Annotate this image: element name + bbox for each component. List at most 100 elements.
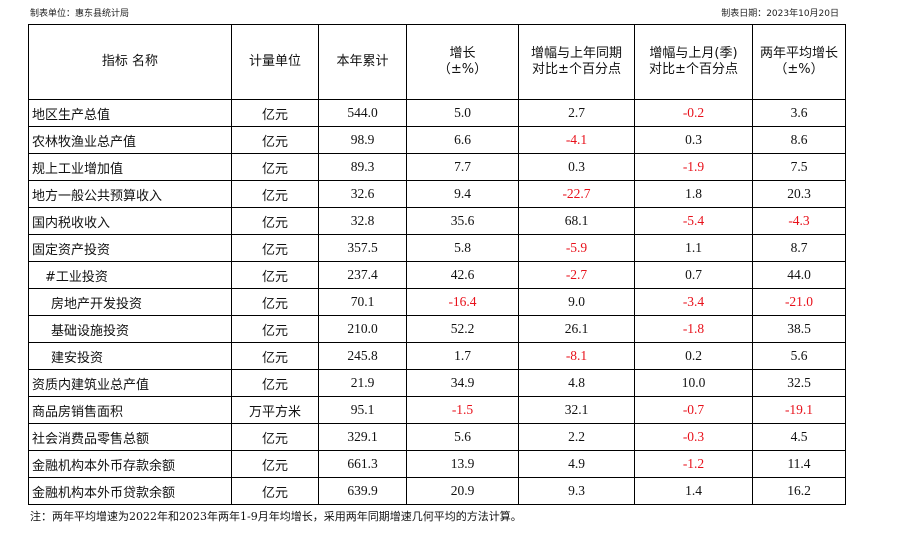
row-mom-change: -0.3 bbox=[634, 423, 753, 451]
row-unit: 亿元 bbox=[231, 207, 319, 235]
row-yoy-change: -22.7 bbox=[518, 180, 635, 208]
table-row: 固定资产投资 亿元 357.5 5.8 -5.9 1.1 8.7 bbox=[28, 234, 846, 262]
row-indicator-name: 农林牧渔业总产值 bbox=[28, 126, 232, 154]
row-two-year-avg: 4.5 bbox=[752, 423, 846, 451]
row-growth: 7.7 bbox=[406, 153, 519, 181]
row-mom-change: -1.9 bbox=[634, 153, 753, 181]
table-row: 农林牧渔业总产值 亿元 98.9 6.6 -4.1 0.3 8.6 bbox=[28, 126, 846, 154]
row-two-year-avg: 3.6 bbox=[752, 99, 846, 127]
row-two-year-avg: -4.3 bbox=[752, 207, 846, 235]
row-growth: 34.9 bbox=[406, 369, 519, 397]
row-growth: 1.7 bbox=[406, 342, 519, 370]
row-yoy-change: 9.0 bbox=[518, 288, 635, 316]
table-row: 地区生产总值 亿元 544.0 5.0 2.7 -0.2 3.6 bbox=[28, 99, 846, 127]
row-mom-change: 0.2 bbox=[634, 342, 753, 370]
row-unit: 亿元 bbox=[231, 423, 319, 451]
row-mom-change: -3.4 bbox=[634, 288, 753, 316]
row-ytd-value: 32.6 bbox=[318, 180, 407, 208]
row-mom-change: 1.8 bbox=[634, 180, 753, 208]
col-header-indicator: 指标 名称 bbox=[28, 24, 232, 100]
col-header-ytd: 本年累计 bbox=[318, 24, 407, 100]
row-yoy-change: 2.2 bbox=[518, 423, 635, 451]
row-unit: 亿元 bbox=[231, 180, 319, 208]
row-two-year-avg: 8.7 bbox=[752, 234, 846, 262]
col-header-mom-change: 增幅与上月(季) 对比±个百分点 bbox=[634, 24, 753, 100]
row-ytd-value: 329.1 bbox=[318, 423, 407, 451]
row-unit: 亿元 bbox=[231, 126, 319, 154]
row-growth: 20.9 bbox=[406, 477, 519, 505]
row-unit: 亿元 bbox=[231, 315, 319, 343]
row-unit: 亿元 bbox=[231, 234, 319, 262]
table-row: 建安投资 亿元 245.8 1.7 -8.1 0.2 5.6 bbox=[28, 342, 846, 370]
row-ytd-value: 32.8 bbox=[318, 207, 407, 235]
row-two-year-avg: 44.0 bbox=[752, 261, 846, 289]
table-row: 商品房销售面积 万平方米 95.1 -1.5 32.1 -0.7 -19.1 bbox=[28, 396, 846, 424]
statistics-table: 指标 名称 计量单位 本年累计 增长 （±%） 增幅与上年同期 对比±个百分点 增幅… bbox=[28, 24, 846, 505]
row-unit: 亿元 bbox=[231, 261, 319, 289]
report-header: 制表单位：惠东县统计局 制表日期：2023年10月20日 bbox=[30, 6, 839, 20]
row-yoy-change: 0.3 bbox=[518, 153, 635, 181]
row-growth: 5.8 bbox=[406, 234, 519, 262]
row-two-year-avg: 32.5 bbox=[752, 369, 846, 397]
row-mom-change: 1.4 bbox=[634, 477, 753, 505]
row-growth: -16.4 bbox=[406, 288, 519, 316]
row-unit: 亿元 bbox=[231, 99, 319, 127]
table-row: 房地产开发投资 亿元 70.1 -16.4 9.0 -3.4 -21.0 bbox=[28, 288, 846, 316]
row-two-year-avg: 20.3 bbox=[752, 180, 846, 208]
row-mom-change: -1.2 bbox=[634, 450, 753, 478]
row-ytd-value: 98.9 bbox=[318, 126, 407, 154]
table-header-row: 指标 名称 计量单位 本年累计 增长 （±%） 增幅与上年同期 对比±个百分点 增幅… bbox=[28, 24, 846, 100]
row-indicator-name: 金融机构本外币存款余额 bbox=[28, 450, 232, 478]
row-growth: 5.0 bbox=[406, 99, 519, 127]
row-unit: 亿元 bbox=[231, 477, 319, 505]
row-mom-change: -5.4 bbox=[634, 207, 753, 235]
row-ytd-value: 357.5 bbox=[318, 234, 407, 262]
row-indicator-name: 金融机构本外币贷款余额 bbox=[28, 477, 232, 505]
row-unit: 亿元 bbox=[231, 153, 319, 181]
table-row: 金融机构本外币存款余额 亿元 661.3 13.9 4.9 -1.2 11.4 bbox=[28, 450, 846, 478]
row-ytd-value: 70.1 bbox=[318, 288, 407, 316]
row-mom-change: 0.3 bbox=[634, 126, 753, 154]
row-ytd-value: 89.3 bbox=[318, 153, 407, 181]
row-two-year-avg: 11.4 bbox=[752, 450, 846, 478]
row-yoy-change: -5.9 bbox=[518, 234, 635, 262]
row-indicator-name: 建安投资 bbox=[28, 342, 232, 370]
col-header-yoy-change: 增幅与上年同期 对比±个百分点 bbox=[518, 24, 635, 100]
row-indicator-name: 固定资产投资 bbox=[28, 234, 232, 262]
row-ytd-value: 245.8 bbox=[318, 342, 407, 370]
row-unit: 亿元 bbox=[231, 450, 319, 478]
row-two-year-avg: 8.6 bbox=[752, 126, 846, 154]
row-ytd-value: 639.9 bbox=[318, 477, 407, 505]
row-mom-change: 1.1 bbox=[634, 234, 753, 262]
row-unit: 亿元 bbox=[231, 342, 319, 370]
row-ytd-value: 237.4 bbox=[318, 261, 407, 289]
col-header-growth: 增长 （±%） bbox=[406, 24, 519, 100]
row-growth: 9.4 bbox=[406, 180, 519, 208]
row-yoy-change: 4.8 bbox=[518, 369, 635, 397]
row-yoy-change: 9.3 bbox=[518, 477, 635, 505]
row-mom-change: -0.7 bbox=[634, 396, 753, 424]
row-indicator-name: 地方一般公共预算收入 bbox=[28, 180, 232, 208]
row-mom-change: 0.7 bbox=[634, 261, 753, 289]
row-ytd-value: 661.3 bbox=[318, 450, 407, 478]
row-indicator-name: 社会消费品零售总额 bbox=[28, 423, 232, 451]
row-indicator-name: 规上工业增加值 bbox=[28, 153, 232, 181]
row-growth: -1.5 bbox=[406, 396, 519, 424]
row-indicator-name: #工业投资 bbox=[28, 261, 232, 289]
row-growth: 42.6 bbox=[406, 261, 519, 289]
row-ytd-value: 210.0 bbox=[318, 315, 407, 343]
row-two-year-avg: 38.5 bbox=[752, 315, 846, 343]
row-yoy-change: -2.7 bbox=[518, 261, 635, 289]
table-row: 资质内建筑业总产值 亿元 21.9 34.9 4.8 10.0 32.5 bbox=[28, 369, 846, 397]
footnote: 注：两年平均增速为2022年和2023年两年1-9月年均增长，采用两年同期增速几… bbox=[30, 510, 522, 523]
issue-date: 制表日期：2023年10月20日 bbox=[721, 9, 839, 19]
col-header-two-year-avg: 两年平均增长 （±%） bbox=[752, 24, 846, 100]
row-indicator-name: 国内税收收入 bbox=[28, 207, 232, 235]
row-two-year-avg: -19.1 bbox=[752, 396, 846, 424]
table-row: 金融机构本外币贷款余额 亿元 639.9 20.9 9.3 1.4 16.2 bbox=[28, 477, 846, 505]
row-indicator-name: 商品房销售面积 bbox=[28, 396, 232, 424]
row-growth: 5.6 bbox=[406, 423, 519, 451]
row-two-year-avg: 7.5 bbox=[752, 153, 846, 181]
row-ytd-value: 544.0 bbox=[318, 99, 407, 127]
row-indicator-name: 地区生产总值 bbox=[28, 99, 232, 127]
